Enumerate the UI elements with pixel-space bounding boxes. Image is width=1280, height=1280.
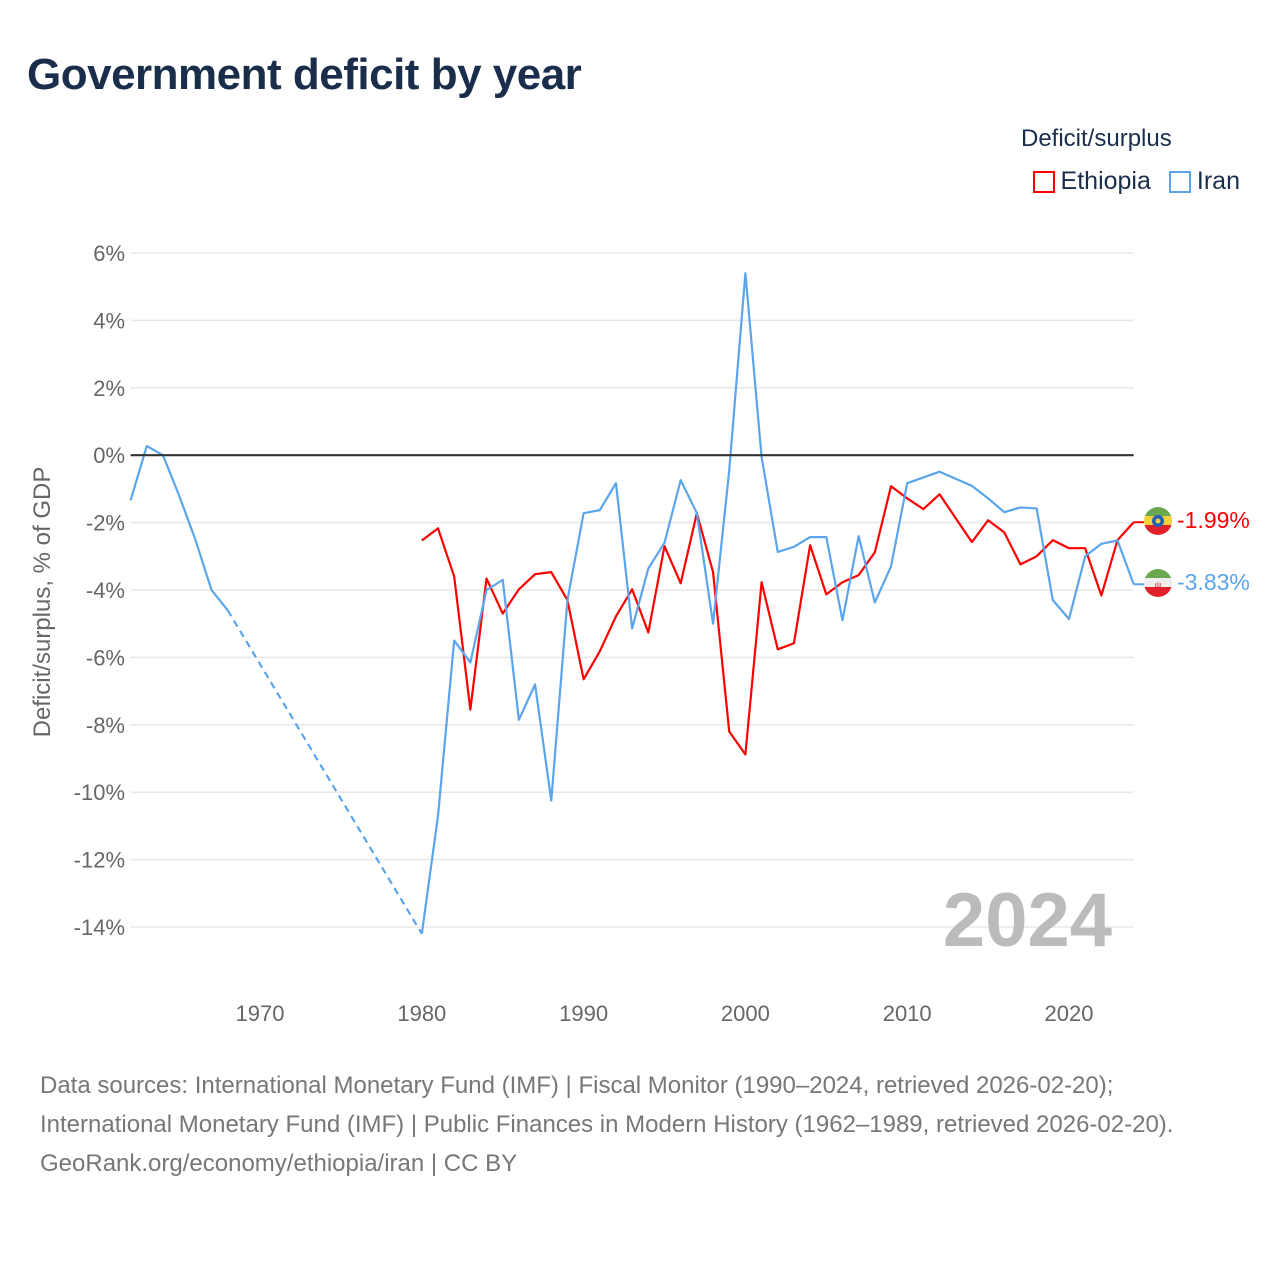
- y-tick-label: -10%: [74, 780, 125, 805]
- legend-title: Deficit/surplus: [1021, 125, 1172, 152]
- legend-item-ethiopia[interactable]: Ethiopia: [1032, 167, 1151, 196]
- x-tick-label: 2000: [721, 1001, 770, 1026]
- series-line-ethiopia: [421, 485, 1135, 756]
- end-label-iran: -3.83%: [1177, 569, 1250, 595]
- series-line-iran: [420, 272, 1135, 934]
- x-tick-label: 1980: [397, 1001, 446, 1026]
- y-tick-label: -8%: [86, 713, 125, 738]
- x-tick-label: 2020: [1045, 1001, 1094, 1026]
- flag-ethiopia-icon: [1144, 507, 1172, 535]
- y-tick-label: -4%: [86, 578, 125, 603]
- flag-iran-icon: ψ: [1144, 569, 1172, 597]
- x-tick-labels: 1970 1980 1990 2000 2010 2020: [236, 1001, 1094, 1026]
- legend-item-iran[interactable]: Iran: [1168, 167, 1240, 196]
- x-tick-label: 2010: [883, 1001, 932, 1026]
- legend-label-iran: Iran: [1196, 167, 1240, 195]
- series-line-iran-gap: [226, 609, 423, 935]
- y-tick-label: -6%: [86, 645, 125, 670]
- series-lines: [129, 272, 1144, 935]
- y-tick-labels: 6% 4% 2% 0% -2% -4% -6% -8% -10% -12% -14%: [74, 241, 125, 940]
- legend-swatch-iran: [1168, 170, 1191, 193]
- data-sources: Data sources: International Monetary Fun…: [40, 1072, 1174, 1138]
- y-tick-label: -2%: [86, 511, 125, 536]
- x-tick-label: 1970: [236, 1001, 285, 1026]
- chart-title: Government deficit by year: [27, 50, 582, 99]
- svg-text:ψ: ψ: [1155, 580, 1161, 590]
- legend-swatch-ethiopia: [1032, 170, 1055, 193]
- y-axis-label: Deficit/surplus, % of GDP: [29, 467, 56, 738]
- credit-link[interactable]: GeoRank.org/economy/ethiopia/iran | CC B…: [40, 1150, 518, 1177]
- y-tick-label: 4%: [93, 308, 125, 333]
- y-tick-label: 6%: [93, 241, 125, 266]
- end-label-ethiopia: -1.99%: [1177, 507, 1250, 533]
- x-tick-label: 1990: [559, 1001, 608, 1026]
- legend: Ethiopia Iran: [1032, 167, 1240, 196]
- y-tick-label: -12%: [74, 848, 125, 873]
- footer: Data sources: International Monetary Fun…: [40, 1066, 1240, 1183]
- grid: [130, 252, 1134, 928]
- y-tick-label: -14%: [74, 915, 125, 940]
- legend-label-ethiopia: Ethiopia: [1060, 167, 1151, 195]
- y-tick-label: 0%: [93, 443, 125, 468]
- year-watermark: 2024: [943, 878, 1112, 963]
- y-tick-label: 2%: [93, 376, 125, 401]
- series-line-iran: [129, 445, 229, 611]
- line-chart: 6% 4% 2% 0% -2% -4% -6% -8% -10% -12% -14% 1970 198…: [29, 241, 1250, 1026]
